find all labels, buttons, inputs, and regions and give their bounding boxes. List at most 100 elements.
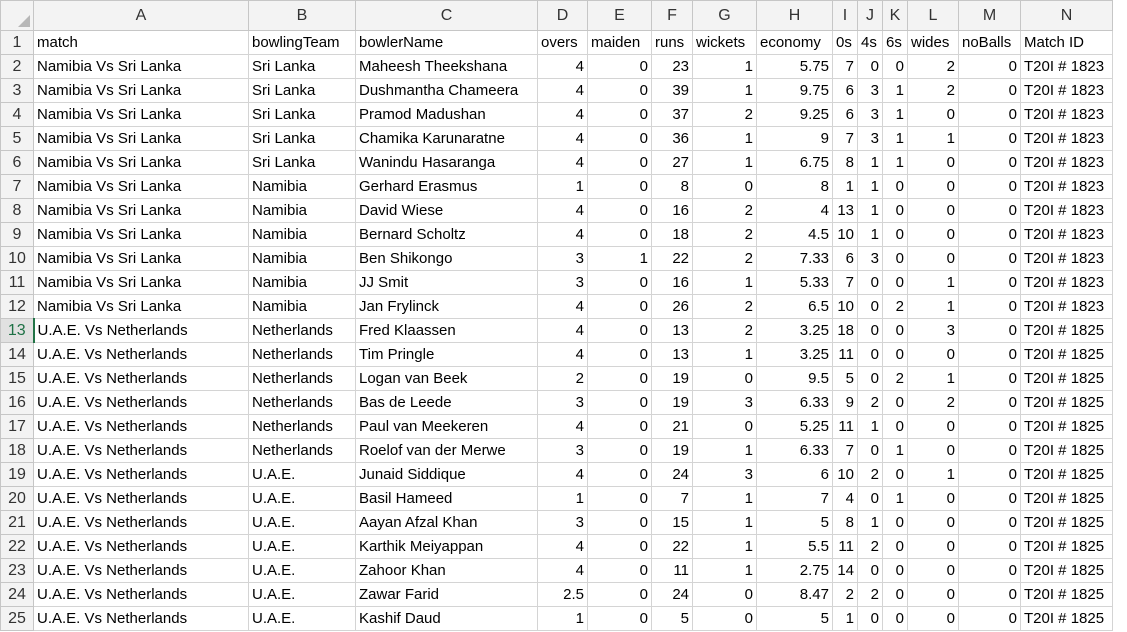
- cell-m19[interactable]: 0: [958, 462, 1021, 487]
- row-header-13[interactable]: 13: [0, 318, 35, 343]
- cell-m16[interactable]: 0: [958, 390, 1021, 415]
- row-header-16[interactable]: 16: [0, 390, 34, 415]
- cell-e15[interactable]: 0: [587, 366, 652, 391]
- cell-h5[interactable]: 9: [756, 126, 833, 151]
- cell-f9[interactable]: 18: [651, 222, 693, 247]
- cell-h11[interactable]: 5.33: [756, 270, 833, 295]
- cell-a10[interactable]: Namibia Vs Sri Lanka: [33, 246, 249, 271]
- cell-m5[interactable]: 0: [958, 126, 1021, 151]
- cell-d19[interactable]: 4: [537, 462, 588, 487]
- cell-g7[interactable]: 0: [692, 174, 757, 199]
- cell-g4[interactable]: 2: [692, 102, 757, 127]
- cell-e23[interactable]: 0: [587, 558, 652, 583]
- cell-i7[interactable]: 1: [832, 174, 858, 199]
- cell-a19[interactable]: U.A.E. Vs Netherlands: [33, 462, 249, 487]
- cell-a6[interactable]: Namibia Vs Sri Lanka: [33, 150, 249, 175]
- cell-b20[interactable]: U.A.E.: [248, 486, 356, 511]
- cell-a23[interactable]: U.A.E. Vs Netherlands: [33, 558, 249, 583]
- cell-g10[interactable]: 2: [692, 246, 757, 271]
- cell-b24[interactable]: U.A.E.: [248, 582, 356, 607]
- cell-m2[interactable]: 0: [958, 54, 1021, 79]
- cell-c13[interactable]: Fred Klaassen: [355, 318, 538, 343]
- cell-i22[interactable]: 11: [832, 534, 858, 559]
- cell-m18[interactable]: 0: [958, 438, 1021, 463]
- cell-d10[interactable]: 3: [537, 246, 588, 271]
- cell-f20[interactable]: 7: [651, 486, 693, 511]
- cell-c22[interactable]: Karthik Meiyappan: [355, 534, 538, 559]
- cell-n3[interactable]: T20I # 1823: [1020, 78, 1113, 103]
- cell-k25[interactable]: 0: [882, 606, 908, 631]
- cell-a2[interactable]: Namibia Vs Sri Lanka: [33, 54, 249, 79]
- cell-l6[interactable]: 0: [907, 150, 959, 175]
- cell-m13[interactable]: 0: [958, 318, 1021, 343]
- cell-e14[interactable]: 0: [587, 342, 652, 367]
- cell-m14[interactable]: 0: [958, 342, 1021, 367]
- cell-n11[interactable]: T20I # 1823: [1020, 270, 1113, 295]
- cell-i1[interactable]: 0s: [832, 30, 858, 55]
- cell-d20[interactable]: 1: [537, 486, 588, 511]
- cell-i15[interactable]: 5: [832, 366, 858, 391]
- cell-f18[interactable]: 19: [651, 438, 693, 463]
- cell-f22[interactable]: 22: [651, 534, 693, 559]
- cell-i6[interactable]: 8: [832, 150, 858, 175]
- cell-a20[interactable]: U.A.E. Vs Netherlands: [33, 486, 249, 511]
- cell-j12[interactable]: 0: [857, 294, 883, 319]
- cell-i5[interactable]: 7: [832, 126, 858, 151]
- cell-c4[interactable]: Pramod Madushan: [355, 102, 538, 127]
- cell-n25[interactable]: T20I # 1825: [1020, 606, 1113, 631]
- cell-n22[interactable]: T20I # 1825: [1020, 534, 1113, 559]
- cell-g3[interactable]: 1: [692, 78, 757, 103]
- cell-d13[interactable]: 4: [537, 318, 588, 343]
- cell-l21[interactable]: 0: [907, 510, 959, 535]
- cell-m6[interactable]: 0: [958, 150, 1021, 175]
- cell-n4[interactable]: T20I # 1823: [1020, 102, 1113, 127]
- cell-m9[interactable]: 0: [958, 222, 1021, 247]
- cell-d21[interactable]: 3: [537, 510, 588, 535]
- cell-j13[interactable]: 0: [857, 318, 883, 343]
- column-header-b[interactable]: B: [248, 0, 356, 31]
- cell-m21[interactable]: 0: [958, 510, 1021, 535]
- cell-h14[interactable]: 3.25: [756, 342, 833, 367]
- cell-j21[interactable]: 1: [857, 510, 883, 535]
- cell-g5[interactable]: 1: [692, 126, 757, 151]
- cell-i12[interactable]: 10: [832, 294, 858, 319]
- row-header-3[interactable]: 3: [0, 78, 34, 103]
- cell-e13[interactable]: 0: [587, 318, 652, 343]
- cell-b5[interactable]: Sri Lanka: [248, 126, 356, 151]
- column-header-h[interactable]: H: [756, 0, 833, 31]
- column-header-f[interactable]: F: [651, 0, 693, 31]
- row-header-10[interactable]: 10: [0, 246, 34, 271]
- cell-e24[interactable]: 0: [587, 582, 652, 607]
- row-header-15[interactable]: 15: [0, 366, 34, 391]
- cell-b15[interactable]: Netherlands: [248, 366, 356, 391]
- cell-m4[interactable]: 0: [958, 102, 1021, 127]
- cell-f15[interactable]: 19: [651, 366, 693, 391]
- cell-k3[interactable]: 1: [882, 78, 908, 103]
- cell-d14[interactable]: 4: [537, 342, 588, 367]
- column-header-d[interactable]: D: [537, 0, 588, 31]
- cell-f2[interactable]: 23: [651, 54, 693, 79]
- cell-d17[interactable]: 4: [537, 414, 588, 439]
- cell-n13[interactable]: T20I # 1825: [1020, 318, 1113, 343]
- cell-n2[interactable]: T20I # 1823: [1020, 54, 1113, 79]
- cell-g16[interactable]: 3: [692, 390, 757, 415]
- cell-j5[interactable]: 3: [857, 126, 883, 151]
- cell-l15[interactable]: 1: [907, 366, 959, 391]
- cell-j15[interactable]: 0: [857, 366, 883, 391]
- cell-i16[interactable]: 9: [832, 390, 858, 415]
- cell-b6[interactable]: Sri Lanka: [248, 150, 356, 175]
- cell-l1[interactable]: wides: [907, 30, 959, 55]
- cell-c23[interactable]: Zahoor Khan: [355, 558, 538, 583]
- cell-d11[interactable]: 3: [537, 270, 588, 295]
- cell-h6[interactable]: 6.75: [756, 150, 833, 175]
- cell-e22[interactable]: 0: [587, 534, 652, 559]
- cell-h1[interactable]: economy: [756, 30, 833, 55]
- cell-f17[interactable]: 21: [651, 414, 693, 439]
- cell-j25[interactable]: 0: [857, 606, 883, 631]
- row-header-2[interactable]: 2: [0, 54, 34, 79]
- cell-h22[interactable]: 5.5: [756, 534, 833, 559]
- cell-c20[interactable]: Basil Hameed: [355, 486, 538, 511]
- row-header-17[interactable]: 17: [0, 414, 34, 439]
- select-all-corner[interactable]: [0, 0, 34, 31]
